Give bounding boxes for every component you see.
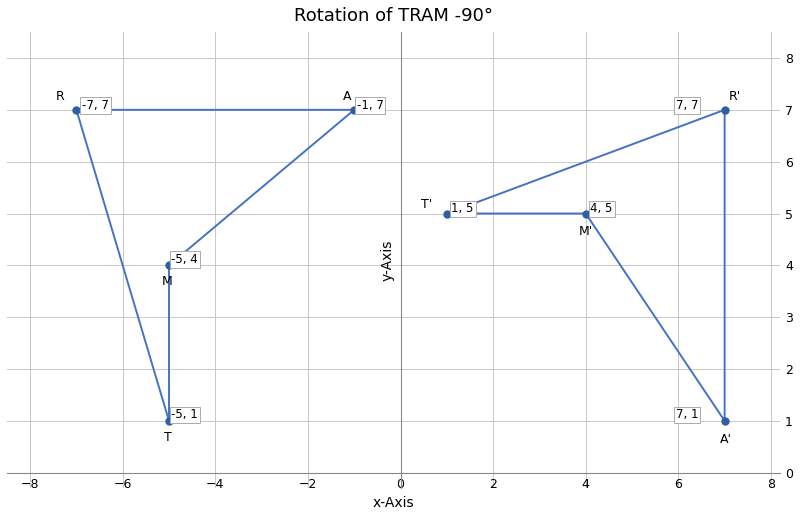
Text: M: M	[162, 275, 173, 288]
Text: R': R'	[728, 90, 741, 103]
Text: 7, 1: 7, 1	[676, 408, 698, 421]
Y-axis label: y-Axis: y-Axis	[381, 239, 395, 281]
Text: M': M'	[578, 225, 593, 238]
Text: -5, 1: -5, 1	[171, 408, 198, 421]
Text: 4, 5: 4, 5	[590, 202, 613, 215]
Text: 1, 5: 1, 5	[451, 202, 474, 215]
Text: -7, 7: -7, 7	[82, 99, 109, 112]
Title: Rotation of TRAM -90°: Rotation of TRAM -90°	[294, 7, 493, 25]
X-axis label: x-Axis: x-Axis	[373, 496, 414, 510]
Text: T: T	[164, 431, 172, 444]
Text: A': A'	[720, 433, 732, 446]
Text: -5, 4: -5, 4	[171, 253, 198, 266]
Text: T': T'	[422, 198, 433, 211]
Text: 7, 7: 7, 7	[676, 99, 698, 112]
Text: R: R	[55, 90, 64, 103]
Text: A: A	[342, 90, 351, 103]
Text: -1, 7: -1, 7	[357, 99, 383, 112]
